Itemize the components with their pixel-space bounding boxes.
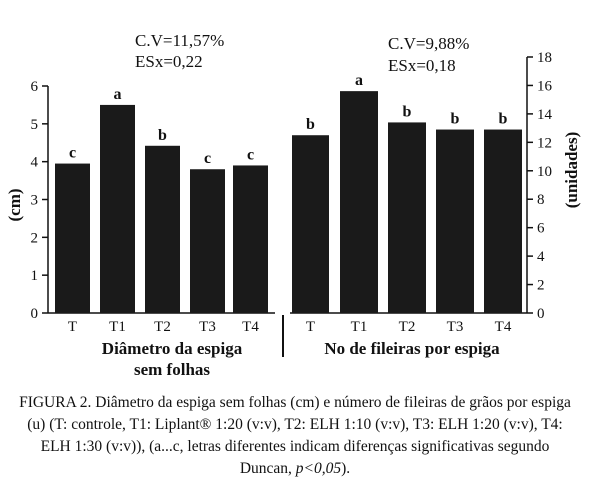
- y-tick-label: 1: [31, 268, 39, 284]
- figure-caption: FIGURA 2. Diâmetro da espiga sem folhas …: [14, 392, 576, 480]
- y-tick-label: 0: [31, 306, 39, 322]
- left-y-axis-title: (cm): [5, 188, 24, 221]
- significance-letter: c: [204, 150, 211, 167]
- x-category-label: T2: [399, 319, 416, 335]
- y-tick-label: 10: [537, 164, 552, 180]
- y-tick-label: 2: [537, 278, 545, 294]
- y-tick-label: 2: [31, 230, 39, 246]
- significance-letter: b: [403, 103, 412, 120]
- x-category-label: T4: [495, 319, 512, 335]
- left-group-title-line2: sem folhas: [134, 360, 210, 379]
- y-tick-label: 4: [537, 249, 545, 265]
- bar-t3: [436, 129, 474, 313]
- left-group-title: Diâmetro da espiga: [102, 339, 243, 358]
- significance-letter: b: [451, 111, 460, 128]
- caption-suffix: ).: [341, 460, 351, 477]
- bar-t3: [190, 169, 225, 313]
- left-esx-label: ESx=0,22: [135, 52, 203, 71]
- y-tick-label: 3: [31, 193, 39, 209]
- significance-letter: b: [499, 111, 508, 128]
- y-tick-label: 4: [31, 155, 39, 171]
- left-y-ticks: 0 1 2 3 4 5 6: [31, 79, 48, 322]
- bar-t: [55, 163, 90, 313]
- right-y-axis-title: (unidades): [562, 132, 581, 209]
- y-tick-label: 14: [537, 107, 553, 123]
- left-bars: c Ta T1 b T2 c T3 c T4: [55, 86, 268, 335]
- bar-t4: [484, 129, 522, 313]
- x-category-label: T4: [242, 319, 259, 335]
- y-tick-label: 0: [537, 306, 545, 322]
- bar-t4: [233, 165, 268, 313]
- x-category-label: T: [306, 319, 315, 335]
- significance-letter: b: [158, 127, 167, 144]
- x-category-label: T3: [447, 319, 464, 335]
- caption-text: FIGURA 2. Diâmetro da espiga sem folhas …: [19, 394, 571, 477]
- significance-letter: a: [114, 86, 122, 103]
- left-chart: 0 1 2 3 4 5 6 c Ta T1 b T2 c T3 c T4 (cm) C.V=11,57% E…: [5, 31, 275, 379]
- bar-t2: [388, 122, 426, 313]
- right-cv-label: C.V=9,88%: [388, 34, 469, 53]
- y-tick-label: 12: [537, 135, 552, 151]
- right-esx-label: ESx=0,18: [388, 56, 456, 75]
- significance-letter: a: [355, 72, 363, 89]
- x-category-label: T1: [351, 319, 368, 335]
- caption-pvalue: p<0,05: [295, 460, 342, 477]
- significance-letter: b: [306, 116, 315, 133]
- significance-letter: c: [247, 146, 254, 163]
- x-category-label: T1: [109, 319, 126, 335]
- y-tick-label: 18: [537, 50, 552, 66]
- y-tick-label: 5: [31, 117, 39, 133]
- y-tick-label: 6: [31, 79, 39, 95]
- y-tick-label: 8: [537, 192, 545, 208]
- x-category-label: T: [68, 319, 77, 335]
- y-tick-label: 16: [537, 78, 553, 94]
- bar-t1: [340, 91, 378, 313]
- right-chart: 0 2 4 6 8 10 12 14 16 18 b Ta T1 b T2 b T3 b T4 (unidades…: [290, 34, 581, 358]
- bar-t2: [145, 145, 180, 313]
- y-tick-label: 6: [537, 221, 545, 237]
- right-group-title: No de fileiras por espiga: [324, 339, 500, 358]
- right-bars: b Ta T1 b T2 b T3 b T4: [292, 72, 522, 335]
- bar-t1: [100, 104, 135, 314]
- x-category-label: T2: [154, 319, 171, 335]
- significance-letter: c: [69, 145, 76, 162]
- bar-t: [292, 135, 329, 313]
- right-y-ticks: 0 2 4 6 8 10 12 14 16 18: [527, 50, 553, 322]
- x-category-label: T3: [199, 319, 216, 335]
- left-cv-label: C.V=11,57%: [135, 31, 224, 50]
